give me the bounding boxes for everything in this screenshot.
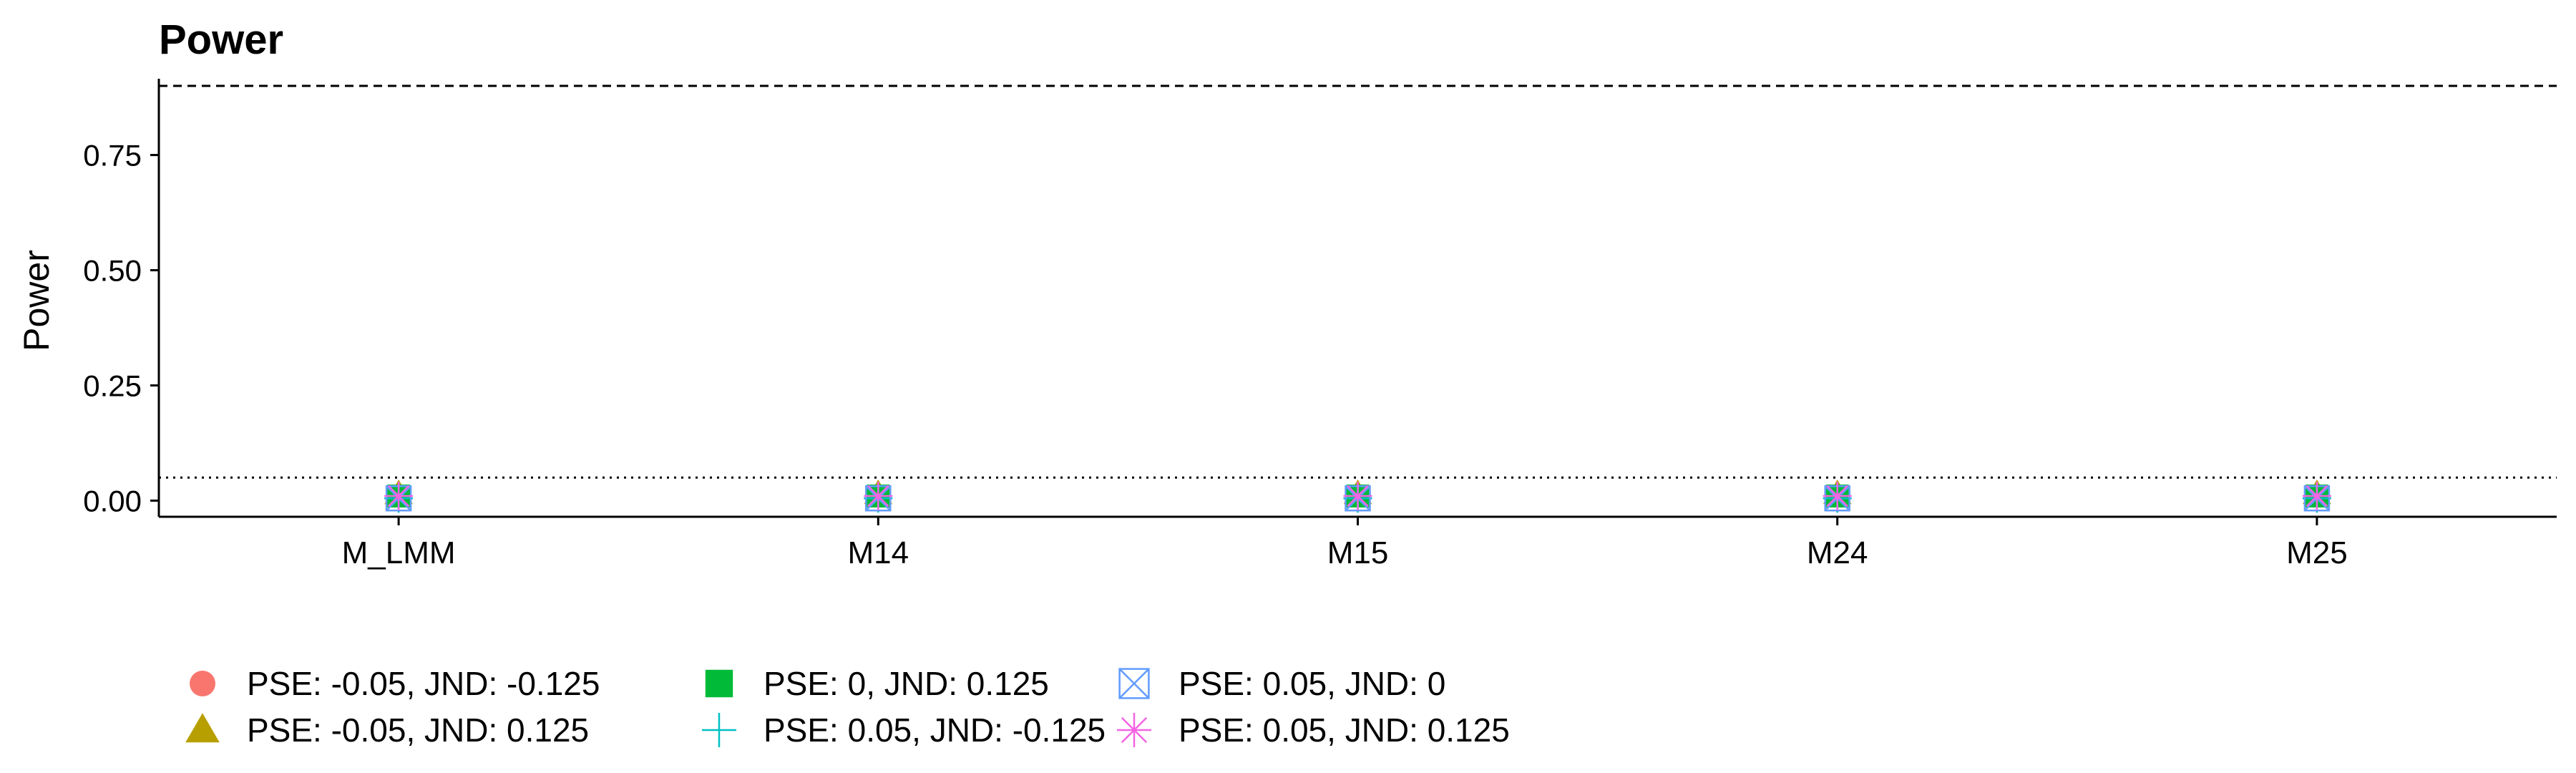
y-tick-label: 0.75 (83, 139, 142, 172)
chart-title: Power (159, 16, 283, 63)
x-tick-label: M24 (1807, 535, 1868, 570)
legend-key-triangle-glyph (185, 713, 220, 743)
plot-area: 0.00 0.25 0.50 0.75 M_LMM M14 M15 M24 M25 (83, 79, 2557, 570)
data-point-asterisk (864, 482, 893, 511)
legend-key-plus (702, 713, 736, 747)
legend-key-square-x (1118, 668, 1150, 699)
data-point-asterisk (384, 482, 414, 511)
legend-key-circle-glyph (190, 671, 215, 696)
data-point-asterisk-d2 (867, 485, 889, 507)
legend-key-asterisk-d2 (1121, 716, 1148, 744)
data-point-asterisk (2302, 482, 2331, 511)
legend-item: PSE: 0.05, JND: -0.125 (702, 711, 1106, 749)
x-tick-label: M_LMM (342, 535, 456, 570)
data-point-asterisk-d2 (1826, 485, 1848, 507)
x-tick-label: M15 (1327, 535, 1389, 570)
data-point-asterisk-d2 (1347, 485, 1369, 507)
legend-key-triangle (185, 713, 220, 743)
legend-label: PSE: 0.05, JND: 0.125 (1179, 711, 1510, 749)
legend-key-square (705, 669, 733, 698)
data-point-asterisk-d2 (387, 485, 410, 507)
y-tick-label: 0.50 (83, 254, 142, 288)
legend-label: PSE: -0.05, JND: 0.125 (247, 711, 589, 749)
legend-label: PSE: -0.05, JND: -0.125 (247, 665, 600, 702)
legend-key-square-x-d2 (1118, 668, 1150, 699)
legend-label: PSE: 0, JND: 0.125 (763, 665, 1049, 702)
data-point-asterisk-d2 (2306, 485, 2328, 507)
y-tick-label: 0.00 (83, 484, 142, 517)
legend-item: PSE: -0.05, JND: 0.125 (185, 711, 589, 749)
legend-label: PSE: 0.05, JND: -0.125 (763, 711, 1106, 749)
legend-item: PSE: 0.05, JND: 0 (1118, 665, 1445, 702)
legend-item: PSE: 0.05, JND: 0.125 (1117, 711, 1510, 749)
x-tick-label: M14 (848, 535, 909, 570)
legend-label: PSE: 0.05, JND: 0 (1179, 665, 1445, 702)
legend-item: PSE: 0, JND: 0.125 (705, 665, 1049, 702)
legend: PSE: -0.05, JND: -0.125 PSE: -0.05, JND: … (185, 665, 1510, 749)
y-tick-label: 0.25 (83, 369, 142, 403)
legend-key-square-glyph (705, 669, 733, 698)
y-axis-label: Power (16, 250, 57, 351)
legend-key-asterisk (1117, 713, 1151, 747)
legend-item: PSE: -0.05, JND: -0.125 (190, 665, 600, 702)
x-tick-label: M25 (2286, 535, 2348, 570)
data-point-asterisk (1823, 482, 1852, 511)
legend-key-square-x-box (1118, 668, 1150, 699)
data-point-asterisk (1343, 482, 1372, 511)
legend-key-circle (190, 671, 215, 696)
